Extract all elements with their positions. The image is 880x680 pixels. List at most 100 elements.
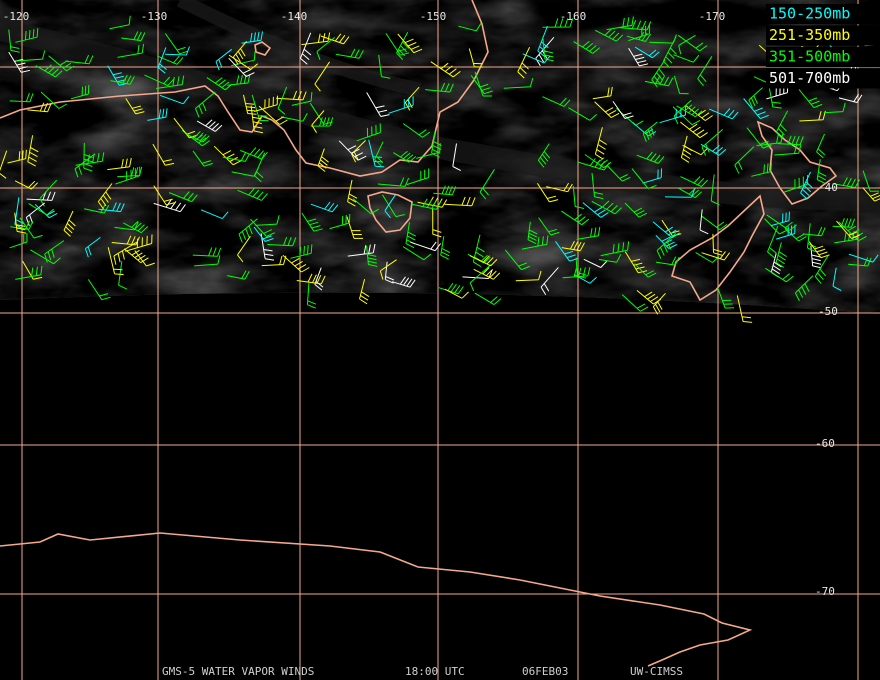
wind-barb — [40, 91, 68, 109]
lat-label: -70 — [815, 585, 835, 598]
wind-barb — [63, 210, 76, 237]
wind-barb — [227, 74, 251, 86]
wind-barb — [775, 242, 787, 268]
wind-barb — [662, 36, 677, 68]
wind-barb — [347, 243, 376, 257]
wind-barb — [479, 169, 495, 200]
wind-barb — [561, 210, 590, 226]
wind-barb — [200, 209, 229, 220]
wind-barb — [734, 146, 755, 174]
wind-barb — [261, 255, 287, 267]
wind-barb — [628, 24, 650, 42]
legend-entry: 251-350mb — [769, 26, 850, 44]
wind-barb — [254, 152, 266, 183]
wind-barb — [186, 131, 210, 143]
wind-barb — [444, 288, 469, 299]
wind-barb — [838, 93, 863, 103]
wind-barb — [359, 278, 370, 305]
wind-barb — [250, 218, 275, 237]
wind-barb — [542, 18, 574, 28]
wind-barb — [310, 117, 334, 127]
wind-barb — [680, 135, 693, 163]
wind-barb — [578, 158, 610, 171]
wind-barb — [114, 221, 139, 231]
wind-barb — [251, 94, 269, 122]
wind-barb — [227, 270, 250, 280]
wind-barb — [700, 143, 727, 156]
legend-background — [766, 4, 880, 24]
wind-barb — [678, 187, 702, 199]
wind-barb — [113, 241, 138, 265]
wind-barb — [774, 144, 802, 156]
wind-barb — [97, 183, 113, 210]
wind-barb — [8, 29, 20, 53]
wind-barb — [0, 150, 8, 179]
wind-barb — [34, 204, 58, 219]
wind-barb — [810, 245, 822, 269]
wind-barb — [282, 254, 310, 273]
wind-barb — [468, 48, 484, 68]
wind-barb — [777, 135, 804, 146]
wind-barb — [636, 151, 665, 164]
wind-barb — [165, 46, 190, 56]
wind-barb — [26, 191, 56, 201]
wind-barb — [678, 34, 696, 55]
wind-barb — [299, 32, 312, 65]
wind-barb — [107, 247, 124, 276]
wind-barb — [710, 174, 720, 206]
wind-barb — [634, 46, 660, 59]
wind-barb — [291, 92, 313, 106]
wind-barb — [9, 232, 28, 249]
wind-barb — [7, 149, 27, 164]
wind-barb — [800, 171, 813, 200]
wind-barb — [338, 140, 367, 161]
wind-barb — [583, 258, 608, 268]
wind-barb — [258, 105, 288, 125]
wind-barb — [591, 200, 622, 215]
wind-barb — [317, 148, 329, 172]
wind-barb — [469, 255, 498, 267]
wind-barb — [624, 202, 648, 218]
wind-barb — [816, 133, 826, 159]
wind-barb — [19, 217, 43, 239]
wind-barb — [14, 212, 26, 234]
wind-barb — [290, 244, 313, 259]
wind-barb — [98, 202, 125, 213]
wind-barb — [594, 28, 624, 42]
wind-barb — [473, 267, 501, 280]
wind-barb — [301, 32, 331, 46]
wind-barb — [767, 226, 779, 259]
wind-barb — [118, 261, 128, 290]
wind-barb — [431, 131, 442, 158]
wind-barb — [794, 275, 814, 302]
wind-barb — [164, 33, 189, 55]
footer-text: GMS-5 WATER VAPOR WINDS — [162, 665, 314, 678]
legend-entry: 150-250mb — [769, 5, 850, 23]
wind-barb — [440, 236, 451, 260]
legend-entry: 351-500mb — [769, 48, 850, 66]
lat-label: -60 — [815, 437, 835, 450]
wind-barb — [346, 216, 363, 239]
wind-barb — [709, 108, 739, 120]
wind-barb — [306, 283, 317, 309]
wind-barb — [743, 98, 769, 120]
wind-barb — [619, 20, 652, 31]
wind-barb — [770, 211, 790, 227]
wind-barb — [310, 201, 339, 213]
wind-barb — [378, 54, 391, 79]
wind-barb — [196, 119, 223, 132]
wind-barb — [775, 110, 789, 140]
wind-barb — [598, 254, 622, 263]
wind-barb — [316, 37, 336, 60]
wind-barb — [238, 218, 258, 243]
wind-barb — [701, 129, 724, 156]
wind-barb — [159, 94, 190, 105]
wind-barb — [634, 263, 657, 278]
wind-barb — [474, 71, 492, 97]
wind-barb — [14, 180, 39, 190]
wind-barb — [751, 162, 772, 177]
wind-barb — [832, 177, 860, 188]
wind-barb — [406, 168, 430, 186]
wind-barb — [385, 33, 410, 56]
wind-barb — [444, 196, 476, 207]
